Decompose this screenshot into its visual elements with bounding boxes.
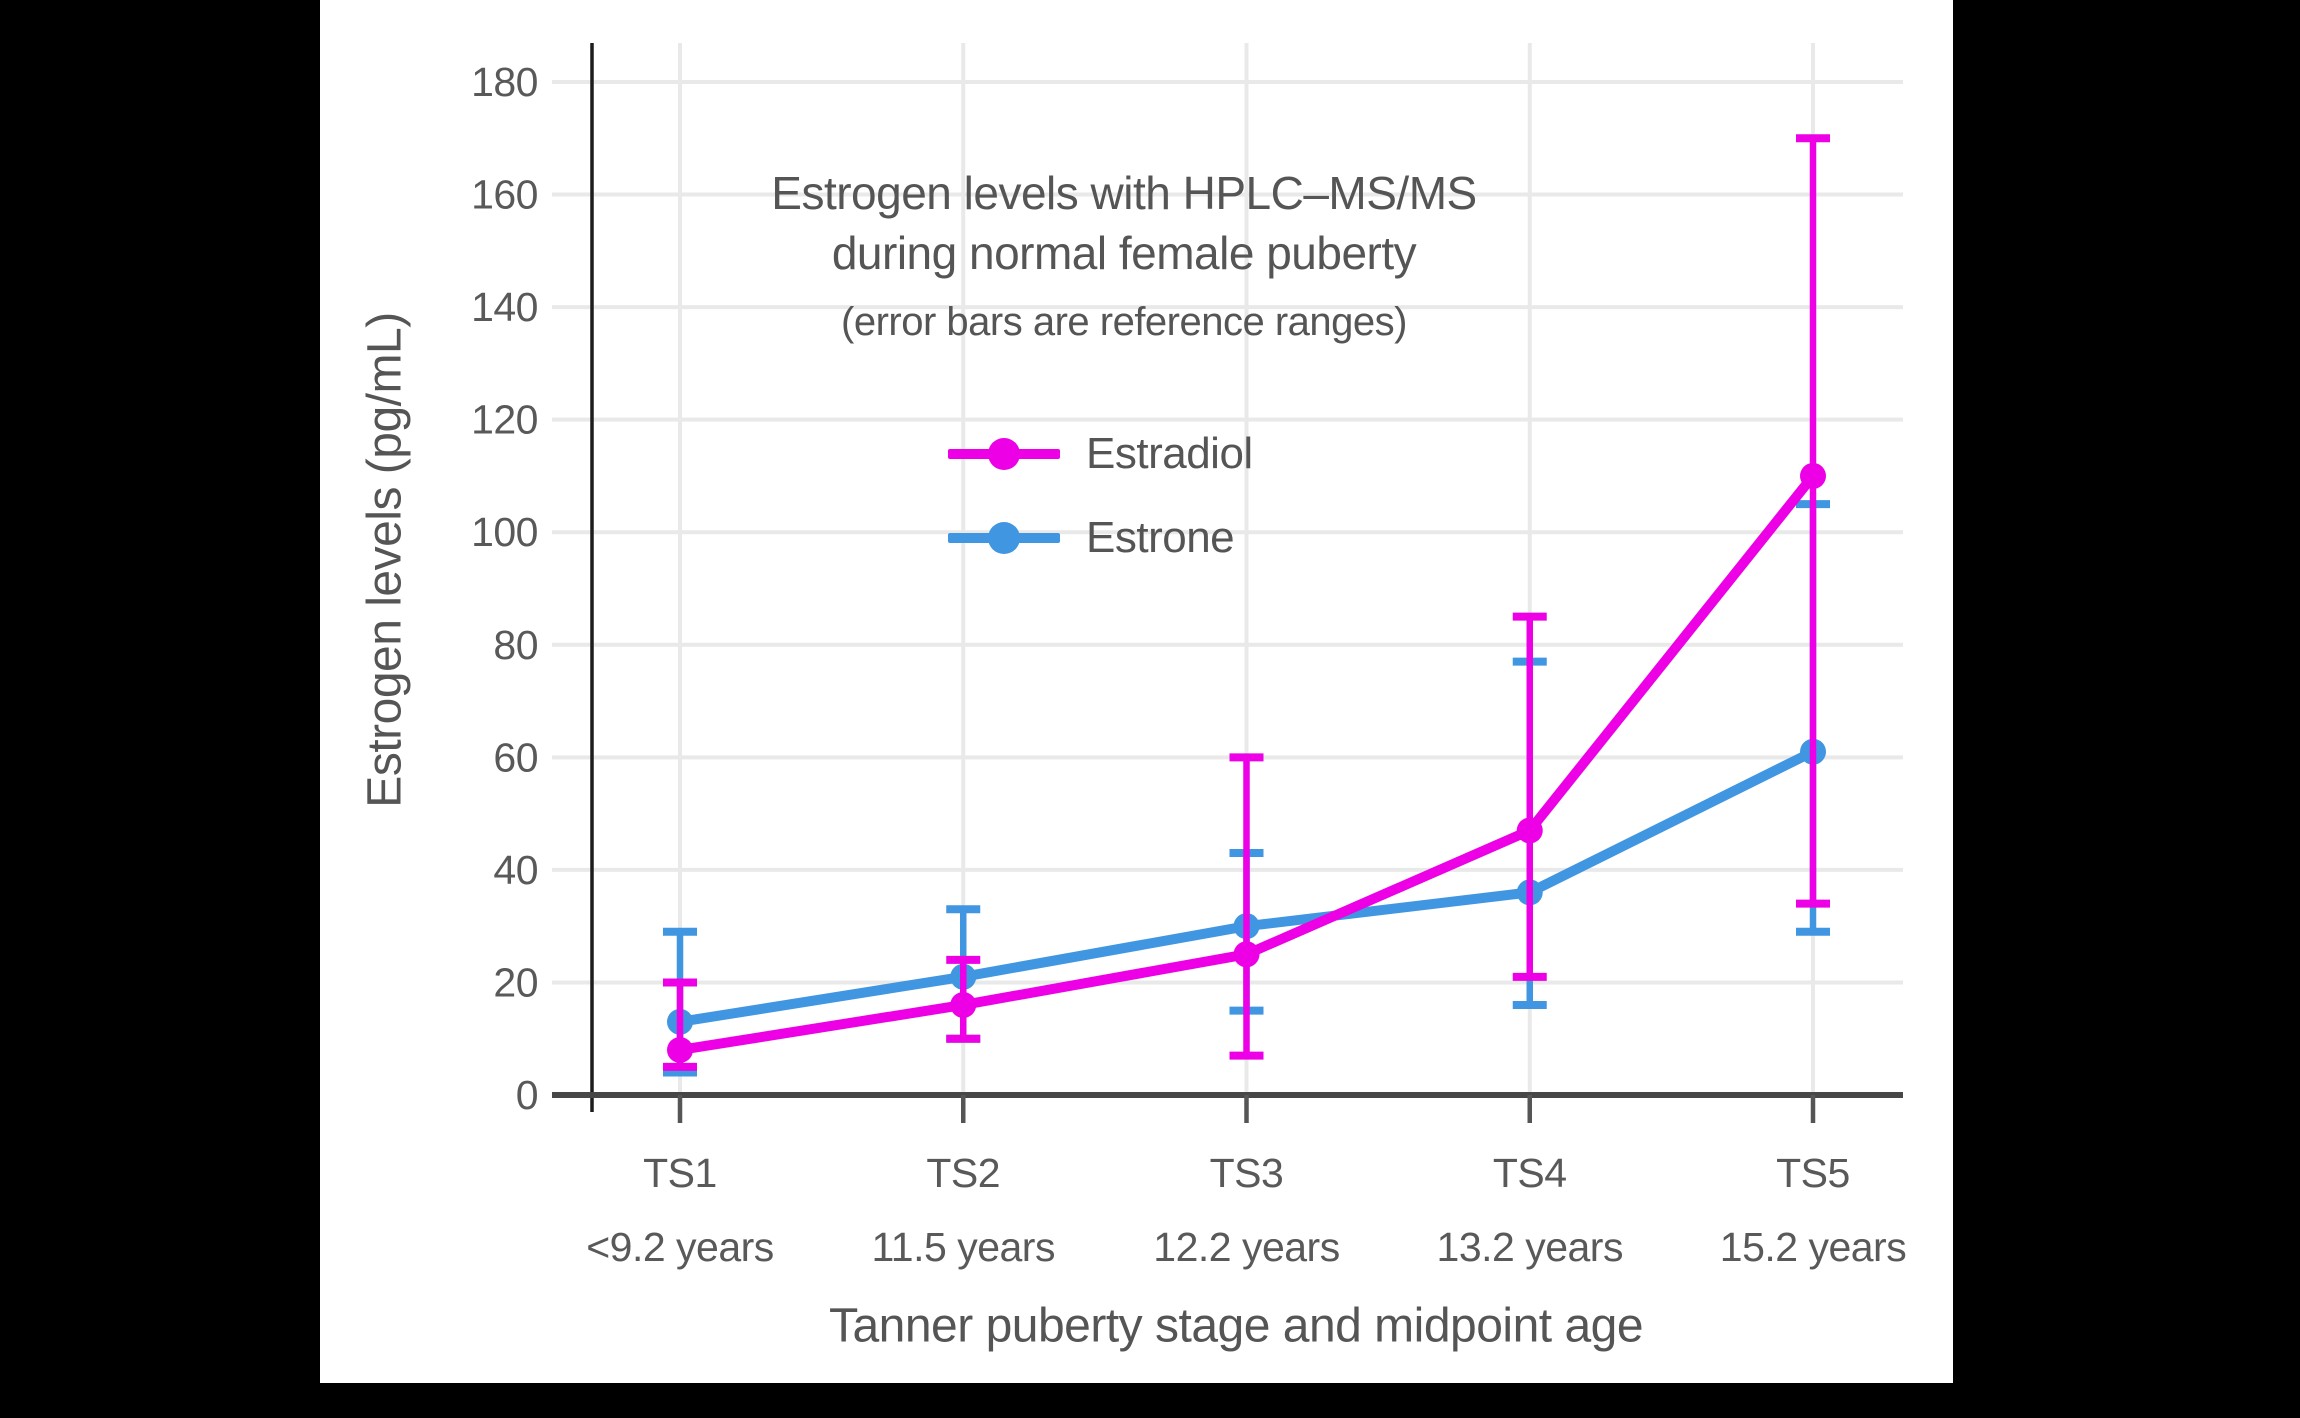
data-point-estradiol	[950, 991, 977, 1018]
chart-subtitle: (error bars are reference ranges)	[841, 300, 1407, 344]
legend-line-marker-swatch	[948, 438, 1060, 470]
legend-marker-dot	[988, 522, 1020, 554]
legend-label: Estradiol	[1086, 429, 1253, 478]
x-tick-label: TS5	[1776, 1150, 1850, 1196]
x-tick-label: TS2	[926, 1150, 1000, 1196]
x-age-label: 12.2 years	[1153, 1224, 1339, 1270]
data-point-estradiol	[1800, 462, 1826, 489]
legend-item-estrone: Estrone	[948, 508, 1253, 568]
chart-title-line1: Estrogen levels with HPLC–MS/MS	[771, 167, 1477, 219]
x-age-label: <9.2 years	[586, 1224, 774, 1270]
x-axis-title: Tanner puberty stage and midpoint age	[828, 1299, 1644, 1353]
plot-area: 0 20 40 60 80 100 120 140 160 180 TS1 <9.2 years TS2…	[320, 0, 1953, 1383]
x-age-label: 13.2 years	[1437, 1224, 1623, 1270]
legend: Estradiol Estrone	[948, 424, 1253, 568]
chart-canvas: 0 20 40 60 80 100 120 140 160 180 TS1 <9.2 years TS2…	[471, 43, 1907, 1270]
x-age-label: 15.2 years	[1720, 1224, 1906, 1270]
x-tick-label: TS4	[1493, 1150, 1567, 1196]
x-tick-label: TS3	[1210, 1150, 1284, 1196]
legend-item-estradiol: Estradiol	[948, 424, 1253, 484]
y-tick-label: 180	[471, 59, 538, 105]
legend-marker-dot	[988, 438, 1020, 470]
y-tick-label: 80	[493, 622, 538, 668]
y-tick-label: 160	[471, 172, 538, 218]
data-point-estradiol	[1516, 817, 1543, 844]
x-tick-label: TS1	[643, 1150, 717, 1196]
y-tick-label: 0	[516, 1072, 538, 1118]
data-point-estradiol	[667, 1036, 693, 1063]
y-tick-label: 60	[493, 734, 538, 780]
y-tick-label: 140	[471, 284, 538, 330]
y-tick-label: 40	[493, 847, 538, 893]
x-age-label: 11.5 years	[872, 1224, 1055, 1270]
y-tick-label: 100	[471, 509, 538, 555]
legend-label: Estrone	[1086, 513, 1235, 562]
chart-title-line2: during normal female puberty	[831, 227, 1417, 279]
y-tick-label: 20	[493, 959, 538, 1005]
y-axis-title: Estrogen levels (pg/mL)	[358, 312, 412, 808]
y-tick-label: 120	[471, 397, 538, 443]
data-point-estradiol	[1233, 941, 1260, 968]
legend-line-marker-swatch	[948, 522, 1060, 554]
